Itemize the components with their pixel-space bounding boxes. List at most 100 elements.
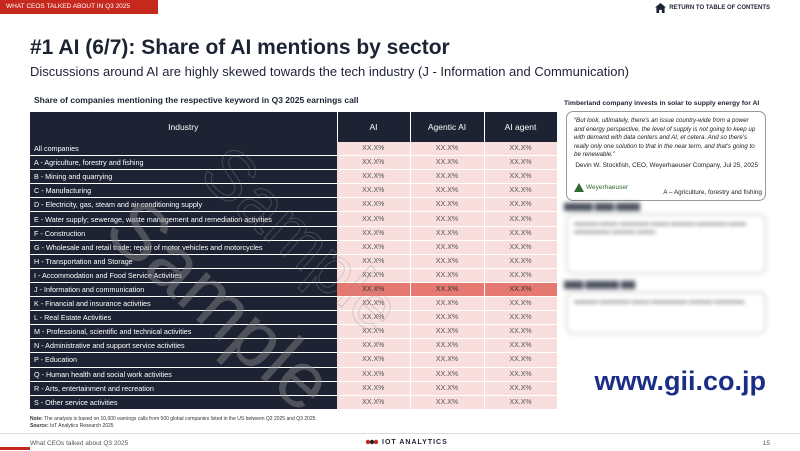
industry-cell: S - Other service activities (30, 395, 337, 410)
agentic-ai-value-cell: XX.X% (410, 381, 485, 396)
table-row: H - Transportation and Storage XX.X% XX.X%… (30, 254, 558, 269)
page-number: 15 (762, 440, 770, 447)
company-logo: Weyerhaeuser (574, 183, 628, 192)
industry-cell: M - Professional, scientific and technic… (30, 324, 337, 340)
table-row: G - Wholesale and retail trade; repair o… (30, 240, 558, 255)
case-sector-label: A – Agriculture, forestry and fishing (663, 189, 762, 196)
footer-brand-text: IOT ANALYTICS (382, 438, 448, 446)
footer-brand: IOT ANALYTICS (365, 438, 448, 446)
agentic-ai-value-cell: XX.X% (410, 282, 485, 298)
ai-value-cell: XX.X% (337, 240, 411, 255)
table-row: R - Arts, entertainment and recreation XX… (30, 381, 558, 396)
page-title: #1 AI (6/7): Share of AI mentions by sec… (30, 36, 450, 59)
note-label: Note: (30, 416, 43, 422)
ai-value-cell: XX.X% (337, 268, 411, 283)
industry-cell: D - Electricity, gas, steam and air cond… (30, 197, 337, 213)
col-header-agentic-ai: Agentic AI (410, 112, 485, 142)
sector-table: Industry AI Agentic AI AI agent All comp… (30, 112, 558, 410)
table-header-row: Industry AI Agentic AI AI agent (30, 112, 558, 142)
ai-agent-value-cell: XX.X% (484, 352, 558, 368)
industry-cell: Q - Human health and social work activit… (30, 367, 337, 382)
return-to-toc-link[interactable]: RETURN TO TABLE OF CONTENTS (655, 3, 770, 13)
case-heading: Timberland company invests in solar to s… (564, 100, 760, 107)
table-row: A - Agriculture, forestry and fishing XX.… (30, 155, 558, 171)
ai-value-cell: XX.X% (337, 169, 411, 185)
agentic-ai-value-cell: XX.X% (410, 211, 485, 227)
ai-value-cell: XX.X% (337, 352, 411, 368)
footer-accent-bar (0, 447, 30, 450)
table-row: S - Other service activities XX.X% XX.X% XX… (30, 395, 558, 410)
agentic-ai-value-cell: XX.X% (410, 395, 485, 410)
agentic-ai-value-cell: XX.X% (410, 254, 485, 269)
industry-cell: N - Administrative and support service a… (30, 338, 337, 354)
agentic-ai-value-cell: XX.X% (410, 324, 485, 340)
table-row: B - Mining and quarrying XX.X% XX.X% XX.X% (30, 169, 558, 185)
agentic-ai-value-cell: XX.X% (410, 352, 485, 368)
quote-attribution: Devin W. Stockfish, CEO, Weyerhaeuser Co… (575, 161, 758, 169)
table-row: N - Administrative and support service a… (30, 338, 558, 354)
section-label: WHAT CEOS TALKED ABOUT IN Q3 2025 (0, 0, 158, 14)
ai-value-cell: XX.X% (337, 324, 411, 340)
ai-agent-value-cell: XX.X% (484, 169, 558, 185)
ai-agent-value-cell: XX.X% (484, 240, 558, 255)
ai-value-cell: XX.X% (337, 142, 411, 157)
industry-cell: R - Arts, entertainment and recreation (30, 381, 337, 396)
industry-cell: B - Mining and quarrying (30, 169, 337, 185)
top-bar: WHAT CEOS TALKED ABOUT IN Q3 2025 RETURN… (0, 0, 800, 20)
ai-agent-value-cell: XX.X% (484, 381, 558, 396)
industry-cell: G - Wholesale and retail trade; repair o… (30, 240, 337, 255)
table-row: I - Accommodation and Food Service Activ… (30, 268, 558, 283)
agentic-ai-value-cell: XX.X% (410, 197, 485, 213)
agentic-ai-value-cell: XX.X% (410, 296, 485, 312)
industry-cell: P - Education (30, 352, 337, 368)
ai-agent-value-cell: XX.X% (484, 310, 558, 326)
ai-value-cell: XX.X% (337, 197, 411, 213)
table-row: L - Real Estate Activities XX.X% XX.X% XX.X… (30, 310, 558, 326)
table-row: J - Information and communication XX.X% XX… (30, 282, 558, 298)
footer-report-title: What CEOs talked about Q3 2025 (30, 440, 129, 447)
industry-cell: H - Transportation and Storage (30, 254, 337, 269)
agentic-ai-value-cell: XX.X% (410, 142, 485, 157)
agentic-ai-value-cell: XX.X% (410, 310, 485, 326)
footnote: Note: The analysis is based on 10,000 ea… (30, 416, 317, 430)
blurred-content: ██████ ████ █████ ▬▬▬▬ ▬▬▬ ▬▬▬▬▬ ▬▬▬ ▬▬▬… (562, 204, 772, 334)
industry-cell: L - Real Estate Activities (30, 310, 337, 326)
ai-agent-value-cell: XX.X% (484, 183, 558, 199)
table-row: E - Water supply; sewerage, waste manage… (30, 211, 558, 227)
ai-value-cell: XX.X% (337, 155, 411, 171)
ai-value-cell: XX.X% (337, 310, 411, 326)
ai-agent-value-cell: XX.X% (484, 338, 558, 354)
ai-agent-value-cell: XX.X% (484, 254, 558, 269)
industry-cell: All companies (30, 142, 337, 157)
ai-agent-value-cell: XX.X% (484, 197, 558, 213)
ai-agent-value-cell: XX.X% (484, 226, 558, 241)
footer: What CEOs talked about Q3 2025 IOT ANALY… (0, 433, 800, 451)
quote-box: “But look, ultimately, there's an issue … (566, 111, 766, 201)
ai-agent-value-cell: XX.X% (484, 142, 558, 157)
agentic-ai-value-cell: XX.X% (410, 268, 485, 283)
table-row: C - Manufacturing XX.X% XX.X% XX.X% (30, 183, 558, 199)
ai-value-cell: XX.X% (337, 381, 411, 396)
ai-value-cell: XX.X% (337, 226, 411, 241)
agentic-ai-value-cell: XX.X% (410, 155, 485, 171)
ai-value-cell: XX.X% (337, 395, 411, 410)
industry-cell: C - Manufacturing (30, 183, 337, 199)
ai-agent-value-cell: XX.X% (484, 296, 558, 312)
ai-agent-value-cell: XX.X% (484, 367, 558, 382)
col-header-ai: AI (337, 112, 411, 142)
blurred-heading-1: ██████ ████ █████ (564, 204, 641, 211)
ai-value-cell: XX.X% (337, 183, 411, 199)
industry-cell: J - Information and communication (30, 282, 337, 298)
agentic-ai-value-cell: XX.X% (410, 169, 485, 185)
col-header-ai-agent: AI agent (484, 112, 558, 142)
source-text: IoT Analytics Research 2025 (50, 423, 114, 429)
ai-value-cell: XX.X% (337, 296, 411, 312)
note-text: The analysis is based on 10,000 earnings… (44, 416, 317, 422)
home-icon (655, 3, 667, 13)
ai-value-cell: XX.X% (337, 367, 411, 382)
agentic-ai-value-cell: XX.X% (410, 240, 485, 255)
ai-agent-value-cell: XX.X% (484, 324, 558, 340)
agentic-ai-value-cell: XX.X% (410, 338, 485, 354)
ai-agent-value-cell: XX.X% (484, 268, 558, 283)
ai-agent-value-cell: XX.X% (484, 155, 558, 171)
